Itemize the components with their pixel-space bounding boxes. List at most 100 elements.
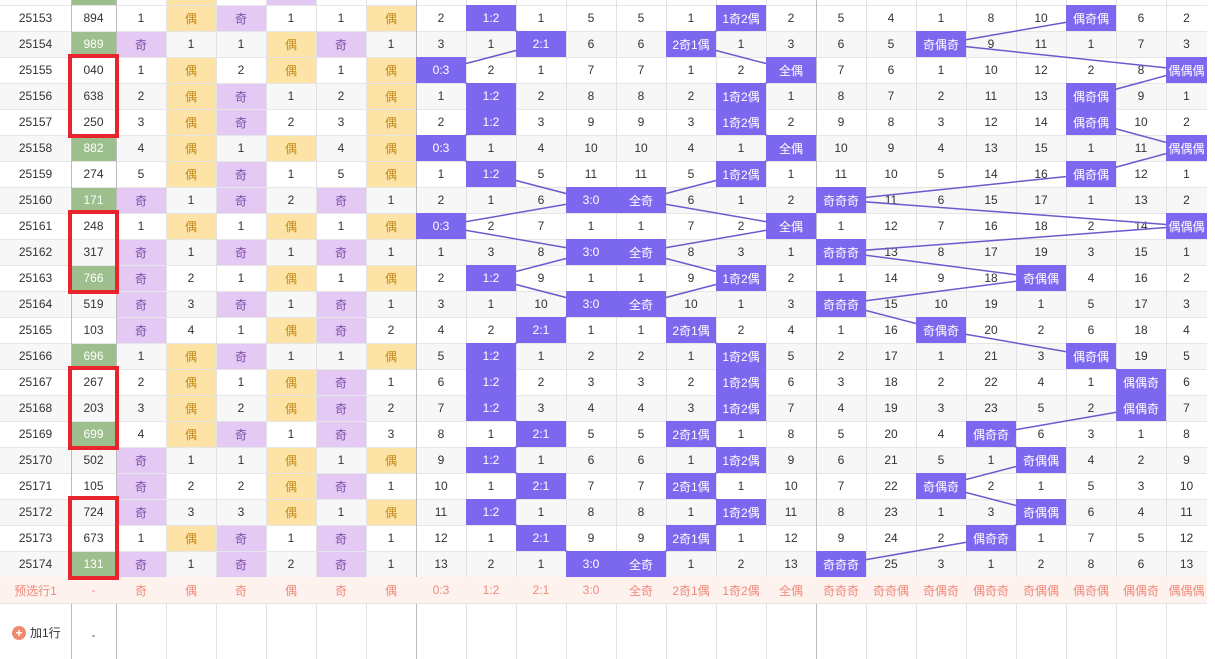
data-cell: 8 <box>1137 63 1145 77</box>
data-cell: 1 <box>1137 427 1145 441</box>
data-cell: 1 <box>187 37 195 51</box>
number-cell: 105 <box>83 479 104 493</box>
data-cell: 14 <box>1134 219 1148 233</box>
preselect-option[interactable]: 奇奇偶 <box>872 583 909 598</box>
data-cell: 3:0 <box>566 239 616 265</box>
preselect-option[interactable]: 3:0 <box>582 583 600 597</box>
data-cell: 偶 <box>266 317 316 343</box>
data-cell: 偶偶偶 <box>1166 135 1207 161</box>
data-cell: 10 <box>534 297 548 311</box>
data-cell: 14 <box>984 167 998 181</box>
preselect-option[interactable]: 偶 <box>384 583 397 598</box>
preselect-option[interactable]: 奇 <box>234 583 247 598</box>
data-cell: 5 <box>637 11 645 25</box>
data-cell: 1 <box>387 245 395 259</box>
preselect-option[interactable]: 偶奇奇 <box>972 583 1009 598</box>
data-cell: 1 <box>487 193 495 207</box>
number-cell: 519 <box>83 297 104 311</box>
preselect-option[interactable]: 全奇 <box>628 583 653 598</box>
data-cell: 偶 <box>266 395 316 421</box>
data-cell: 8 <box>837 505 845 519</box>
data-cell: 偶奇偶 <box>1066 109 1116 135</box>
data-cell: 1 <box>137 531 145 545</box>
data-cell: 19 <box>884 401 898 415</box>
issue-cell: 25172 <box>18 505 53 519</box>
data-cell: 1 <box>737 479 745 493</box>
preselect-option[interactable]: 偶偶奇 <box>1122 583 1159 598</box>
row-divider <box>0 265 1207 266</box>
data-cell: 全奇 <box>616 239 666 265</box>
data-cell: 2 <box>687 375 695 389</box>
data-cell: 1 <box>587 219 595 233</box>
number-cell: 267 <box>83 375 104 389</box>
add-row-button[interactable]: + 加1行 <box>12 624 61 641</box>
data-cell: 7 <box>637 479 645 493</box>
preselect-option[interactable]: 奇偶奇 <box>922 583 959 598</box>
preselect-option[interactable]: 偶 <box>184 583 197 598</box>
issue-cell: 25173 <box>18 531 53 545</box>
data-cell: 偶 <box>266 447 316 473</box>
data-cell: 偶 <box>266 369 316 395</box>
preselect-option[interactable]: 奇 <box>134 583 147 598</box>
data-cell: 3 <box>187 297 195 311</box>
data-cell: 10 <box>1179 479 1194 493</box>
data-cell: 1奇2偶 <box>716 265 766 291</box>
data-cell: 2奇1偶 <box>666 525 716 551</box>
data-cell: 9 <box>687 271 695 285</box>
data-cell: 偶 <box>366 213 416 239</box>
data-cell: 1 <box>487 531 495 545</box>
data-cell: 25 <box>884 557 898 571</box>
column-divider <box>866 0 867 659</box>
preselect-option[interactable]: 1:2 <box>482 583 500 597</box>
preselect-option[interactable]: 1奇2偶 <box>722 583 760 598</box>
data-cell: 11 <box>634 167 648 181</box>
data-cell: 1 <box>337 11 345 25</box>
data-cell: 5 <box>1137 531 1145 545</box>
data-cell: 1 <box>187 453 195 467</box>
preselect-option[interactable]: 偶 <box>284 583 297 598</box>
data-cell: 3 <box>437 37 445 51</box>
data-cell: 13 <box>1134 193 1148 207</box>
data-cell: 1 <box>1037 297 1045 311</box>
preselect-option[interactable]: 偶奇偶 <box>1072 583 1109 598</box>
preselect-option[interactable]: 奇偶偶 <box>1022 583 1059 598</box>
preselect-option[interactable]: 2:1 <box>532 583 550 597</box>
data-cell: 4 <box>787 323 795 337</box>
preselect-option[interactable]: 0:3 <box>432 583 450 597</box>
number-cell: 638 <box>83 89 104 103</box>
issue-cell: 25161 <box>18 219 53 233</box>
data-cell: 15 <box>984 193 998 207</box>
row-divider <box>0 525 1207 526</box>
data-cell: 15 <box>884 297 898 311</box>
preselect-option[interactable]: 奇奇奇 <box>822 583 859 598</box>
data-cell: 6 <box>837 37 845 51</box>
data-cell: 3 <box>837 375 845 389</box>
data-cell: 3 <box>937 557 945 571</box>
data-cell: 1 <box>787 89 795 103</box>
preselect-option[interactable]: 奇 <box>334 583 347 598</box>
data-cell: 奇偶偶 <box>1016 499 1066 525</box>
data-cell: 2 <box>437 193 445 207</box>
data-cell: 1 <box>487 37 495 51</box>
data-cell: 偶 <box>266 57 316 83</box>
data-cell: 1奇2偶 <box>716 447 766 473</box>
data-cell: 9 <box>887 141 895 155</box>
data-cell: 4 <box>1087 453 1095 467</box>
data-cell: 2 <box>587 349 595 363</box>
data-cell: 3 <box>787 297 795 311</box>
preselect-option[interactable]: 2奇1偶 <box>672 583 710 598</box>
data-cell: 11 <box>834 167 848 181</box>
data-cell: 偶 <box>166 343 216 369</box>
data-cell: 全奇 <box>616 291 666 317</box>
data-cell: 4 <box>837 401 845 415</box>
preselect-option[interactable]: 偶偶偶 <box>1168 583 1205 598</box>
data-cell: 9 <box>437 453 445 467</box>
data-cell: 2 <box>987 479 995 493</box>
number-cell: 673 <box>83 531 104 545</box>
data-cell: 偶 <box>166 135 216 161</box>
data-cell: 4 <box>437 323 445 337</box>
data-cell: 奇 <box>216 291 266 317</box>
data-cell: 5 <box>587 11 595 25</box>
column-divider <box>216 0 217 659</box>
preselect-option[interactable]: 全偶 <box>778 583 803 598</box>
